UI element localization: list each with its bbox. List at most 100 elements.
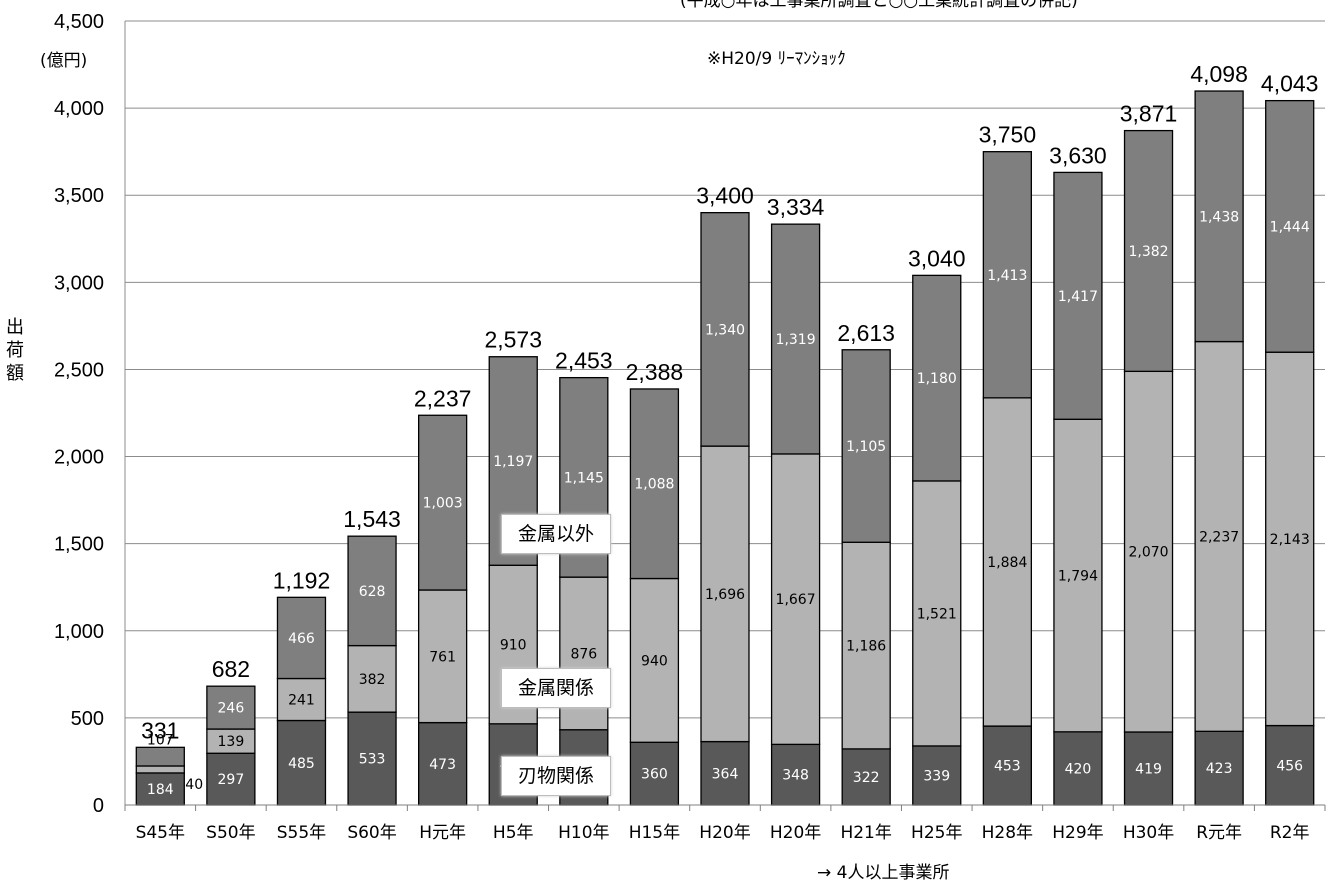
segment-value-label: 1,319 — [776, 332, 816, 348]
y-tick-label: 3,000 — [54, 272, 104, 294]
segment-value-label: 40 — [185, 777, 203, 793]
total-value-label: 2,453 — [555, 348, 613, 374]
segment-value-label: 1,794 — [1058, 569, 1098, 585]
segment-value-label: 419 — [1135, 762, 1162, 778]
x-tick-labels: S45年 S50年 S55年 S60年 H元年 H5年 H10年 H15年 H20年 H20年 H2… — [125, 805, 1325, 843]
segment-value-label: 453 — [994, 759, 1021, 775]
x-tick-label: S45年 — [136, 823, 185, 843]
segment-value-label: 628 — [359, 584, 386, 600]
segment-value-label: 246 — [218, 701, 245, 717]
total-value-label: 3,040 — [908, 245, 966, 271]
x-tick-label: H20年 — [699, 823, 750, 843]
x-tick-label: R元年 — [1196, 823, 1242, 843]
segment-value-label: 2,070 — [1128, 545, 1168, 561]
total-value-label: 4,098 — [1190, 61, 1248, 87]
segment-value-label: 456 — [1276, 758, 1303, 774]
total-value-label: 3,871 — [1120, 101, 1178, 127]
segment-value-label: 339 — [923, 768, 950, 784]
bar-segment-metal-other — [136, 747, 184, 766]
segment-value-label: 533 — [359, 752, 386, 768]
segment-value-label: 184 — [147, 782, 174, 798]
segment-value-label: 420 — [1065, 761, 1092, 777]
segment-value-label: 2,143 — [1270, 532, 1310, 548]
x-tick-label: H21年 — [840, 823, 891, 843]
segment-value-label: 360 — [641, 767, 668, 783]
x-note: → 4人以上事業所 — [817, 863, 949, 883]
segment-value-label: 297 — [218, 772, 245, 788]
segment-value-label: 382 — [359, 672, 386, 688]
x-tick-label: S55年 — [277, 823, 326, 843]
segment-value-label: 1,521 — [917, 606, 957, 622]
segment-value-label: 1,003 — [423, 496, 463, 512]
segment-value-label: 1,186 — [846, 639, 886, 655]
legend-label-blades: 刃物関係 — [518, 765, 594, 787]
lehman-annotation: ※H20/9 ﾘｰﾏﾝｼｮｯｸ — [707, 49, 846, 69]
segment-value-label: 364 — [712, 766, 739, 782]
x-tick-label: H5年 — [493, 823, 534, 843]
segment-value-label: 1,884 — [987, 555, 1027, 571]
x-tick-label: H15年 — [629, 823, 680, 843]
total-value-label: 3,334 — [767, 194, 825, 220]
segment-value-label: 1,105 — [846, 439, 886, 455]
y-tick-label: 3,500 — [54, 185, 104, 207]
segment-value-label: 1,417 — [1058, 289, 1098, 305]
x-tick-label: H10年 — [558, 823, 609, 843]
segment-value-label: 1,340 — [705, 322, 745, 338]
total-value-label: 2,613 — [837, 320, 895, 346]
total-value-label: 2,237 — [414, 385, 472, 411]
segment-value-label: 761 — [429, 649, 456, 665]
y-tick-label: 0 — [93, 795, 104, 817]
segment-value-label: 1,382 — [1128, 244, 1168, 260]
total-value-label: 3,400 — [696, 183, 754, 209]
segment-value-label: 473 — [429, 757, 456, 773]
unit-label: (億円) — [40, 51, 87, 71]
x-tick-label: S60年 — [347, 823, 396, 843]
segment-value-label: 1,145 — [564, 470, 604, 486]
segment-value-label: 876 — [570, 646, 597, 662]
total-value-label: 4,043 — [1261, 71, 1319, 97]
segment-value-label: 466 — [288, 631, 315, 647]
y-tick-label: 4,500 — [54, 11, 104, 33]
total-value-label: 2,388 — [626, 359, 684, 385]
segment-value-label: 1,413 — [987, 268, 1027, 284]
legend-label-metal: 金属関係 — [518, 677, 594, 699]
segment-value-label: 485 — [288, 756, 315, 772]
y-tick-labels: 0 500 1,000 1,500 2,000 2,500 3,000 3,500 4,000 4… — [54, 11, 104, 817]
segment-value-label: 423 — [1206, 761, 1233, 777]
y-tick-label: 4,000 — [54, 98, 104, 120]
y-tick-label: 500 — [71, 708, 104, 730]
x-tick-label: H25年 — [911, 823, 962, 843]
segment-value-label: 1,667 — [776, 592, 816, 608]
x-tick-label: S50年 — [206, 823, 255, 843]
segment-value-label: 1,180 — [917, 371, 957, 387]
segment-value-label: 241 — [288, 693, 315, 709]
total-value-label: 1,543 — [343, 506, 401, 532]
segment-value-label: 1,438 — [1199, 209, 1239, 225]
total-value-label: 331 — [141, 717, 179, 743]
x-tick-label: H28年 — [982, 823, 1033, 843]
segment-value-label: 1,444 — [1270, 219, 1310, 235]
total-value-label: 3,750 — [979, 122, 1037, 148]
y-tick-label: 1,500 — [54, 534, 104, 556]
total-value-label: 682 — [212, 656, 250, 682]
y-tick-label: 2,500 — [54, 359, 104, 381]
legend-box-metal-other: 金属以外 — [501, 514, 611, 554]
total-value-label: 3,630 — [1049, 143, 1107, 169]
x-tick-label: H元年 — [419, 823, 466, 843]
segment-value-label: 322 — [853, 770, 880, 786]
x-tick-label: R2年 — [1270, 823, 1310, 843]
y-tick-label: 1,000 — [54, 621, 104, 643]
segment-value-label: 940 — [641, 653, 668, 669]
legend-box-metal: 金属関係 — [501, 668, 611, 708]
total-value-label: 1,192 — [273, 567, 331, 593]
bar-segment-metal — [136, 766, 184, 773]
total-value-label: 2,573 — [484, 327, 542, 353]
segment-value-label: 139 — [218, 734, 245, 750]
segment-value-label: 910 — [500, 638, 527, 654]
x-tick-label: H30年 — [1123, 823, 1174, 843]
legend-box-blades: 刃物関係 — [501, 756, 611, 796]
y-tick-label: 2,000 — [54, 447, 104, 469]
segment-value-label: 1,696 — [705, 587, 745, 603]
segment-value-label: 2,237 — [1199, 529, 1239, 545]
